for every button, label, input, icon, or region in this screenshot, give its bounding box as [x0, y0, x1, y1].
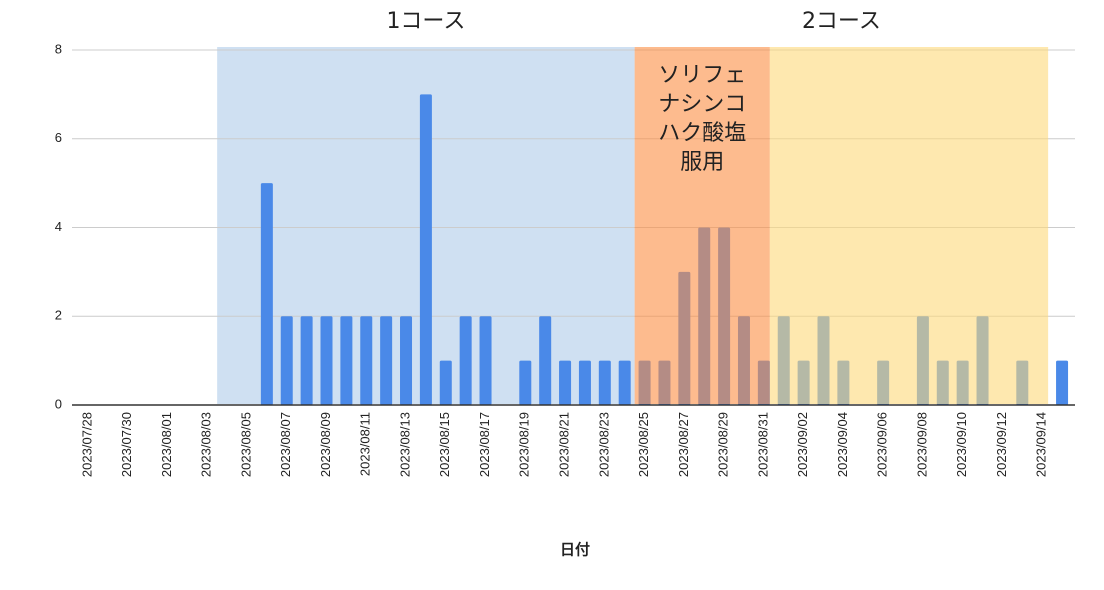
- bar: [1056, 360, 1069, 405]
- y-tick-label: 6: [55, 130, 62, 145]
- bar: [340, 316, 353, 405]
- x-tick-label: 2023/08/01: [159, 412, 174, 477]
- x-tick-label: 2023/08/29: [716, 412, 731, 477]
- bar: [559, 360, 572, 405]
- bar: [320, 316, 333, 405]
- bar: [400, 316, 413, 405]
- x-tick-label: 2023/09/04: [835, 412, 850, 477]
- bar: [578, 360, 591, 405]
- x-tick-label: 2023/08/03: [199, 412, 214, 477]
- bar: [439, 360, 452, 405]
- x-tick-label: 2023/08/31: [755, 412, 770, 477]
- x-tick-label: 2023/09/08: [914, 412, 929, 477]
- y-tick-label: 4: [55, 219, 62, 234]
- x-tick-label: 2023/08/17: [477, 412, 492, 477]
- x-tick-label: 2023/09/14: [1034, 412, 1049, 477]
- x-tick-label: 2023/09/02: [795, 412, 810, 477]
- course-label: 2コース: [802, 9, 881, 34]
- x-tick-label: 2023/08/21: [556, 412, 571, 477]
- x-tick-label: 2023/09/10: [954, 412, 969, 477]
- x-tick-label: 2023/09/06: [875, 412, 890, 477]
- x-tick-label: 2023/07/30: [119, 412, 134, 477]
- bar: [618, 360, 631, 405]
- x-tick-label: 2023/08/15: [437, 412, 452, 477]
- y-tick-label: 0: [55, 396, 62, 411]
- x-tick-label: 2023/08/19: [517, 412, 532, 477]
- y-tick-label: 8: [55, 41, 62, 56]
- x-tick-label: 2023/08/25: [636, 412, 651, 477]
- y-tick-label: 2: [55, 308, 62, 323]
- x-tick-label: 2023/08/09: [318, 412, 333, 477]
- bar: [459, 316, 472, 405]
- bar: [280, 316, 293, 405]
- x-tick-label: 2023/08/11: [358, 412, 373, 476]
- bar: [598, 360, 611, 405]
- x-tick-label: 2023/08/07: [278, 412, 293, 477]
- bar: [479, 316, 492, 405]
- x-tick-label: 2023/08/05: [238, 412, 253, 477]
- x-tick-label: 2023/08/27: [676, 412, 691, 477]
- bar: [380, 316, 393, 405]
- bar: [260, 183, 273, 405]
- period-band: [769, 47, 1049, 404]
- bar: [539, 316, 552, 405]
- x-tick-label: 2023/08/13: [397, 412, 412, 477]
- bar: [419, 94, 432, 405]
- band-note: ハク酸塩: [658, 121, 746, 146]
- bar: [300, 316, 313, 405]
- x-axis-label: 日付: [560, 541, 590, 559]
- period-band: [634, 47, 770, 404]
- bar: [519, 360, 532, 405]
- band-note: ソリフェ: [658, 63, 746, 88]
- course-label: 1コース: [386, 9, 465, 34]
- band-note: ナシンコ: [658, 92, 746, 117]
- bar: [360, 316, 373, 405]
- band-note: 服用: [680, 150, 724, 175]
- x-tick-label: 2023/08/23: [596, 412, 611, 477]
- x-tick-label: 2023/07/28: [79, 412, 94, 477]
- x-tick-label: 2023/09/12: [994, 412, 1009, 477]
